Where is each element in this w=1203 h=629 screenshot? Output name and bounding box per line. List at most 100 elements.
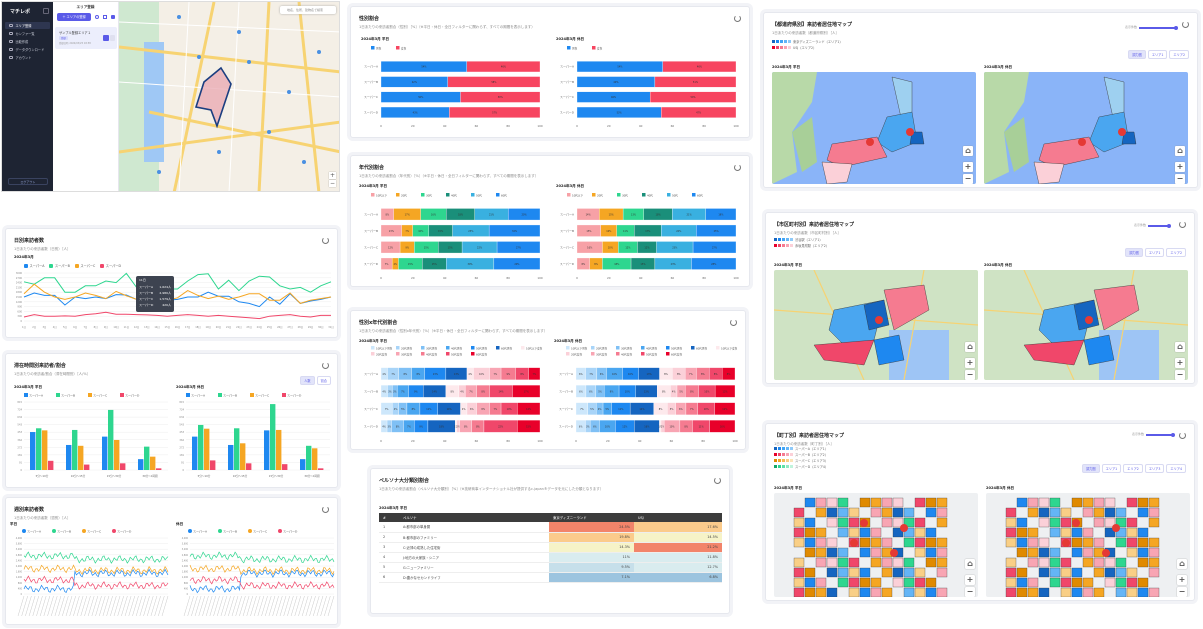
- toggle-count[interactable]: 人数: [300, 376, 315, 385]
- x-tick-label: [17, 595, 25, 617]
- trash-icon[interactable]: [111, 15, 115, 19]
- refresh-icon[interactable]: [322, 237, 329, 244]
- btn-trade-area[interactable]: 調力圏: [1128, 50, 1146, 59]
- legend-item[interactable]: スーパーD: [100, 263, 121, 268]
- zoom-in-button[interactable]: +: [329, 172, 336, 179]
- zoom-out-button[interactable]: −: [1177, 587, 1187, 597]
- nav-area-register[interactable]: エリア登録: [5, 22, 50, 29]
- x-tick-label: [213, 595, 220, 617]
- col-header-area1[interactable]: 東京ディズニーランド: [549, 513, 634, 522]
- table-row[interactable]: 6 D:豊かなセカンドライフ 7.1% 6.8%: [379, 572, 722, 583]
- refresh-icon[interactable]: [1179, 221, 1186, 228]
- refresh-icon[interactable]: [322, 362, 329, 369]
- btn-trade-area[interactable]: 調力圏: [1082, 464, 1100, 473]
- col-header-persona[interactable]: ペルソナ: [399, 513, 549, 522]
- refresh-icon[interactable]: [1182, 21, 1189, 28]
- zoom-out-button[interactable]: −: [963, 174, 973, 184]
- nav-compare[interactable]: 比較作成: [5, 38, 50, 45]
- district: [1093, 507, 1105, 518]
- refresh-icon[interactable]: [1179, 432, 1186, 439]
- table-cell: 3: [379, 542, 399, 553]
- legend-label: 40代: [451, 193, 457, 197]
- logout-button[interactable]: ログアウト: [8, 178, 48, 185]
- zoom-in-button[interactable]: +: [965, 358, 975, 368]
- zoom-in-button[interactable]: +: [1175, 358, 1185, 368]
- col-header-area2[interactable]: USJ: [634, 513, 722, 522]
- district: [1148, 507, 1160, 518]
- map-legend: スーパーA（エリア1） スーパーB（エリア2） スーパーC（エリア3） スーパー…: [774, 446, 828, 470]
- btn-area2[interactable]: エリア2: [1169, 50, 1189, 59]
- zoom-in-button[interactable]: +: [1175, 162, 1185, 172]
- table-row[interactable]: 5 G:ニューファミリー 9.5% 12.7%: [379, 562, 722, 573]
- display-count-slider[interactable]: [1148, 223, 1171, 227]
- refresh-icon[interactable]: [95, 15, 99, 19]
- map-pin: [860, 519, 868, 527]
- legend-swatch: [278, 529, 282, 533]
- table-row[interactable]: 3 C:近郊の成熟した住宅街 14.3% 21.2%: [379, 542, 722, 553]
- btn-area2[interactable]: エリア2: [1123, 464, 1143, 473]
- town-map-weekday[interactable]: ⌂ + −: [774, 493, 978, 597]
- nav-download[interactable]: データダウンロード: [5, 46, 50, 53]
- map-search-input[interactable]: 地名、住所、建物名で検索: [280, 6, 336, 14]
- add-area-button[interactable]: ＋ エリアの登録: [57, 13, 91, 21]
- district: [870, 557, 882, 568]
- kanto-map-weekday[interactable]: ⌂ + −: [774, 270, 978, 380]
- zoom-out-button[interactable]: −: [1175, 370, 1185, 380]
- delete-button[interactable]: [110, 35, 115, 41]
- edit-button[interactable]: [103, 35, 109, 41]
- data-label: 8%: [727, 373, 731, 376]
- home-button[interactable]: ⌂: [1175, 146, 1185, 156]
- zoom-out-button[interactable]: −: [1175, 174, 1185, 184]
- period-label: 休日: [176, 522, 184, 526]
- legend-item[interactable]: スーパーB: [49, 263, 70, 268]
- refresh-icon[interactable]: [734, 15, 741, 22]
- btn-area1[interactable]: エリア1: [1144, 248, 1165, 257]
- display-count-slider[interactable]: [1146, 432, 1175, 436]
- refresh-icon[interactable]: [730, 319, 737, 326]
- display-count-slider[interactable]: [1139, 25, 1178, 29]
- table-row[interactable]: 4 J:地方の大家族・シニア 11% 11.8%: [379, 552, 722, 563]
- refresh-icon[interactable]: [734, 164, 741, 171]
- x-tick-label: [135, 595, 143, 617]
- zoom-in-button[interactable]: +: [963, 162, 973, 172]
- district: [815, 547, 827, 558]
- btn-area1[interactable]: エリア1: [1147, 50, 1168, 59]
- collapse-sidebar-button[interactable]: [43, 8, 49, 14]
- japan-map-weekday[interactable]: ⌂ + −: [772, 72, 976, 184]
- home-button[interactable]: ⌂: [963, 146, 973, 156]
- table-row[interactable]: 1 A:都市部の単身層 24.5% 17.6%: [379, 522, 722, 533]
- home-button[interactable]: ⌂: [1175, 342, 1185, 352]
- home-button[interactable]: ⌂: [1177, 559, 1187, 569]
- legend-item[interactable]: スーパーA: [24, 263, 44, 268]
- nav-conference-list[interactable]: カンファ一覧: [5, 30, 50, 37]
- nav-account[interactable]: アカウント: [5, 54, 50, 61]
- japan-map-holiday[interactable]: ⌂ + −: [984, 72, 1188, 184]
- legend-item[interactable]: スーパーC: [74, 263, 95, 268]
- district: [936, 497, 948, 508]
- bar-segment: [722, 367, 736, 381]
- zoom-out-button[interactable]: −: [329, 180, 336, 187]
- town-map-holiday[interactable]: ⌂ + −: [986, 493, 1190, 597]
- btn-area3[interactable]: エリア3: [1144, 464, 1165, 473]
- refresh-icon[interactable]: [714, 477, 721, 484]
- toggle-ratio[interactable]: 割合: [316, 376, 331, 385]
- btn-area4[interactable]: エリア4: [1166, 464, 1186, 473]
- map-view[interactable]: 地名、住所、建物名で検索 + −: [119, 2, 339, 191]
- area-list-item[interactable]: サンプル登録エリア１ 登録 登録日時 2024/03/25 18:58: [55, 27, 117, 49]
- data-label: 15%: [432, 263, 438, 266]
- refresh-icon[interactable]: [322, 506, 329, 513]
- zoom-out-button[interactable]: −: [965, 587, 975, 597]
- zoom-in-button[interactable]: +: [1177, 575, 1187, 585]
- btn-area2[interactable]: エリア2: [1166, 248, 1186, 257]
- table-row[interactable]: 2 B:都市部のファミリー 19.8% 14.5%: [379, 532, 722, 543]
- home-button[interactable]: ⌂: [965, 559, 975, 569]
- kanto-map-holiday[interactable]: ⌂ + −: [984, 270, 1188, 380]
- filter-icon[interactable]: [103, 15, 107, 19]
- zoom-in-button[interactable]: +: [965, 575, 975, 585]
- btn-trade-area[interactable]: 調力圏: [1125, 248, 1143, 257]
- col-header-index[interactable]: #: [379, 513, 399, 522]
- btn-area1[interactable]: エリア1: [1101, 464, 1122, 473]
- district: [1005, 577, 1017, 588]
- home-button[interactable]: ⌂: [965, 342, 975, 352]
- zoom-out-button[interactable]: −: [965, 370, 975, 380]
